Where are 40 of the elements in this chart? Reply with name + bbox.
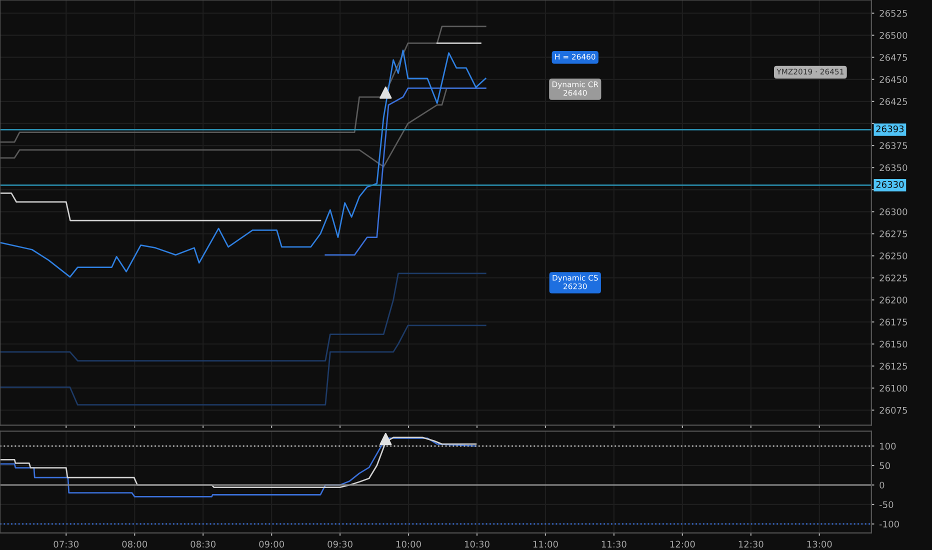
ref-line-label: 26330 xyxy=(876,181,904,188)
x-tick-label: 13:00 xyxy=(807,540,832,548)
line-series xyxy=(324,88,486,256)
y-tick-label: 26450 xyxy=(880,76,908,83)
y-tick-label: 26075 xyxy=(880,406,907,414)
x-tick-label: 11:30 xyxy=(602,540,626,548)
y-tick-label: 26225 xyxy=(880,274,907,282)
y-tick-label: 26200 xyxy=(880,296,908,304)
x-tick-label: 12:30 xyxy=(738,540,764,548)
x-tick-label: 08:30 xyxy=(190,540,216,548)
y-tick-label: 100 xyxy=(880,442,896,450)
y-tick-label: 26125 xyxy=(880,362,907,370)
y-tick-label: 0 xyxy=(880,482,884,489)
y-tick-label: -50 xyxy=(880,501,894,508)
x-tick-label: 09:30 xyxy=(328,540,352,548)
y-tick-label: 26250 xyxy=(880,252,908,260)
y-tick-label: 26425 xyxy=(880,98,907,105)
y-tick-label: 26375 xyxy=(880,142,907,150)
y-tick-label: 26150 xyxy=(880,340,908,348)
y-tick-label: 26275 xyxy=(880,230,907,238)
y-tick-label: 26525 xyxy=(880,10,907,17)
ref-line-label: 26393 xyxy=(876,125,904,132)
x-tick-label: 10:00 xyxy=(396,540,421,548)
x-tick-label: 07:30 xyxy=(54,540,79,548)
x-tick-label: 09:00 xyxy=(259,540,284,548)
line-series xyxy=(0,272,486,362)
y-tick-label: 26500 xyxy=(880,32,908,39)
y-tick-label: 26175 xyxy=(880,318,907,326)
y-tick-label: 26100 xyxy=(880,384,908,392)
x-tick-label: 12:00 xyxy=(670,540,695,548)
y-tick-label: 26475 xyxy=(880,54,907,61)
x-tick-label: 08:00 xyxy=(122,540,148,548)
line-series xyxy=(0,324,486,406)
y-tick-label: 50 xyxy=(880,462,890,470)
y-tick-label: -100 xyxy=(880,520,899,528)
y-tick-label: 26300 xyxy=(880,208,908,216)
x-tick-label: 11:00 xyxy=(533,540,558,548)
line-series xyxy=(0,50,486,278)
x-tick-label: 10:30 xyxy=(464,540,490,548)
y-tick-label: 26350 xyxy=(880,164,908,172)
